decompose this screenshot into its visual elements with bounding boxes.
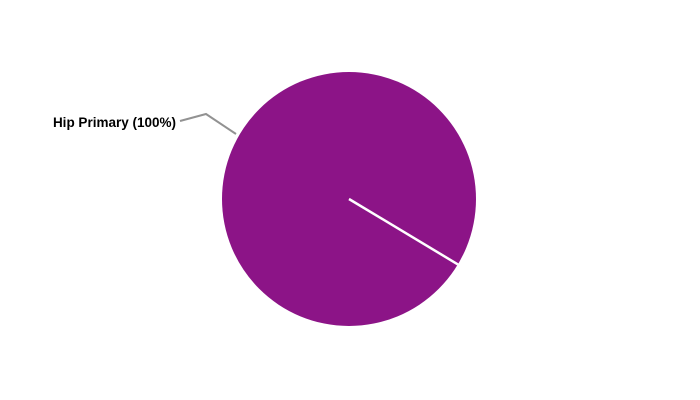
slice-label: Hip Primary (100%) [53,115,176,130]
label-leader-line [179,112,237,135]
pie-slices-group [222,72,476,326]
slice-seam-line [348,197,459,266]
